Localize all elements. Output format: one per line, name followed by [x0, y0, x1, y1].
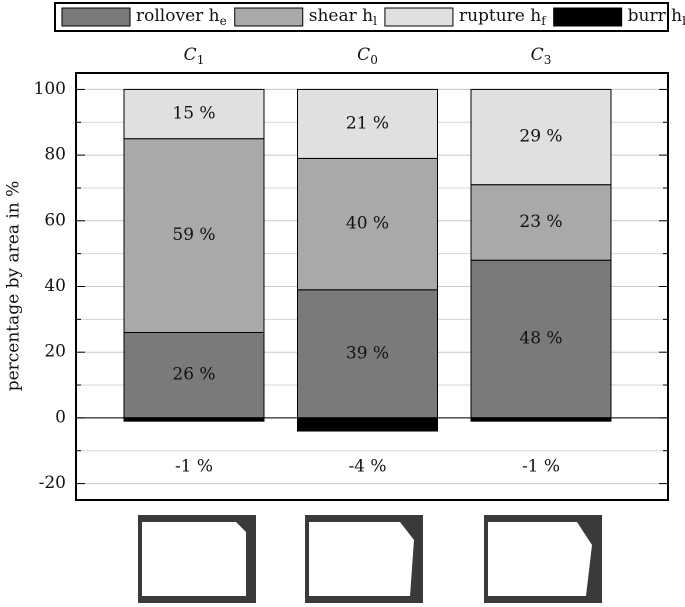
bar-segment: [297, 157, 438, 291]
bar-segment: [123, 88, 265, 140]
specimen-images: [138, 515, 602, 603]
legend-swatch: [553, 7, 623, 27]
legend-swatch: [234, 7, 304, 27]
y-tick-label: 80: [44, 145, 66, 165]
value-label: -4 %: [348, 457, 386, 477]
bar-segment: [470, 88, 612, 186]
specimen-image: [138, 515, 256, 603]
value-label: 39 %: [346, 343, 389, 363]
legend-label: rupture hf: [459, 6, 547, 28]
value-label: 15 %: [172, 104, 215, 124]
y-tick-label: -20: [39, 473, 66, 493]
value-label: 29 %: [519, 127, 562, 147]
specimen-image: [305, 515, 423, 603]
y-tick-label: 20: [44, 342, 66, 362]
legend-swatch: [61, 7, 131, 27]
bar-segment: [470, 259, 612, 419]
y-tick-label: 0: [55, 407, 66, 427]
y-tick-label: 60: [44, 210, 66, 230]
x-category-label: C1: [184, 45, 205, 67]
legend-label: shear hl: [309, 6, 377, 28]
bar-segment: [470, 184, 612, 261]
value-label: 23 %: [519, 212, 562, 232]
value-label: -1 %: [522, 457, 560, 477]
value-label: 21 %: [346, 113, 389, 133]
bar-segment: [297, 417, 438, 432]
legend-label: rollover he: [136, 6, 227, 28]
image-shape: [309, 522, 414, 596]
value-label: 59 %: [172, 225, 215, 245]
bar-segment: [123, 331, 265, 419]
y-axis-label: percentage by area in %: [4, 181, 24, 392]
x-category-label: C0: [357, 45, 378, 67]
bar-segment: [123, 138, 265, 333]
legend-box: [54, 2, 669, 32]
value-label: 48 %: [519, 329, 562, 349]
bar-segment: [297, 88, 438, 159]
value-label: 40 %: [346, 214, 389, 234]
legend-label: burr hb: [628, 6, 685, 28]
y-tick-label: 100: [34, 79, 66, 99]
specimen-image: [484, 515, 602, 603]
legend-swatch: [384, 7, 454, 27]
x-category-label: C3: [531, 45, 552, 67]
image-shape: [488, 522, 592, 596]
bar-segment: [297, 289, 438, 419]
value-label: 26 %: [172, 365, 215, 385]
y-tick-label: 40: [44, 276, 66, 296]
value-label: -1 %: [175, 457, 213, 477]
image-shape: [142, 522, 246, 596]
